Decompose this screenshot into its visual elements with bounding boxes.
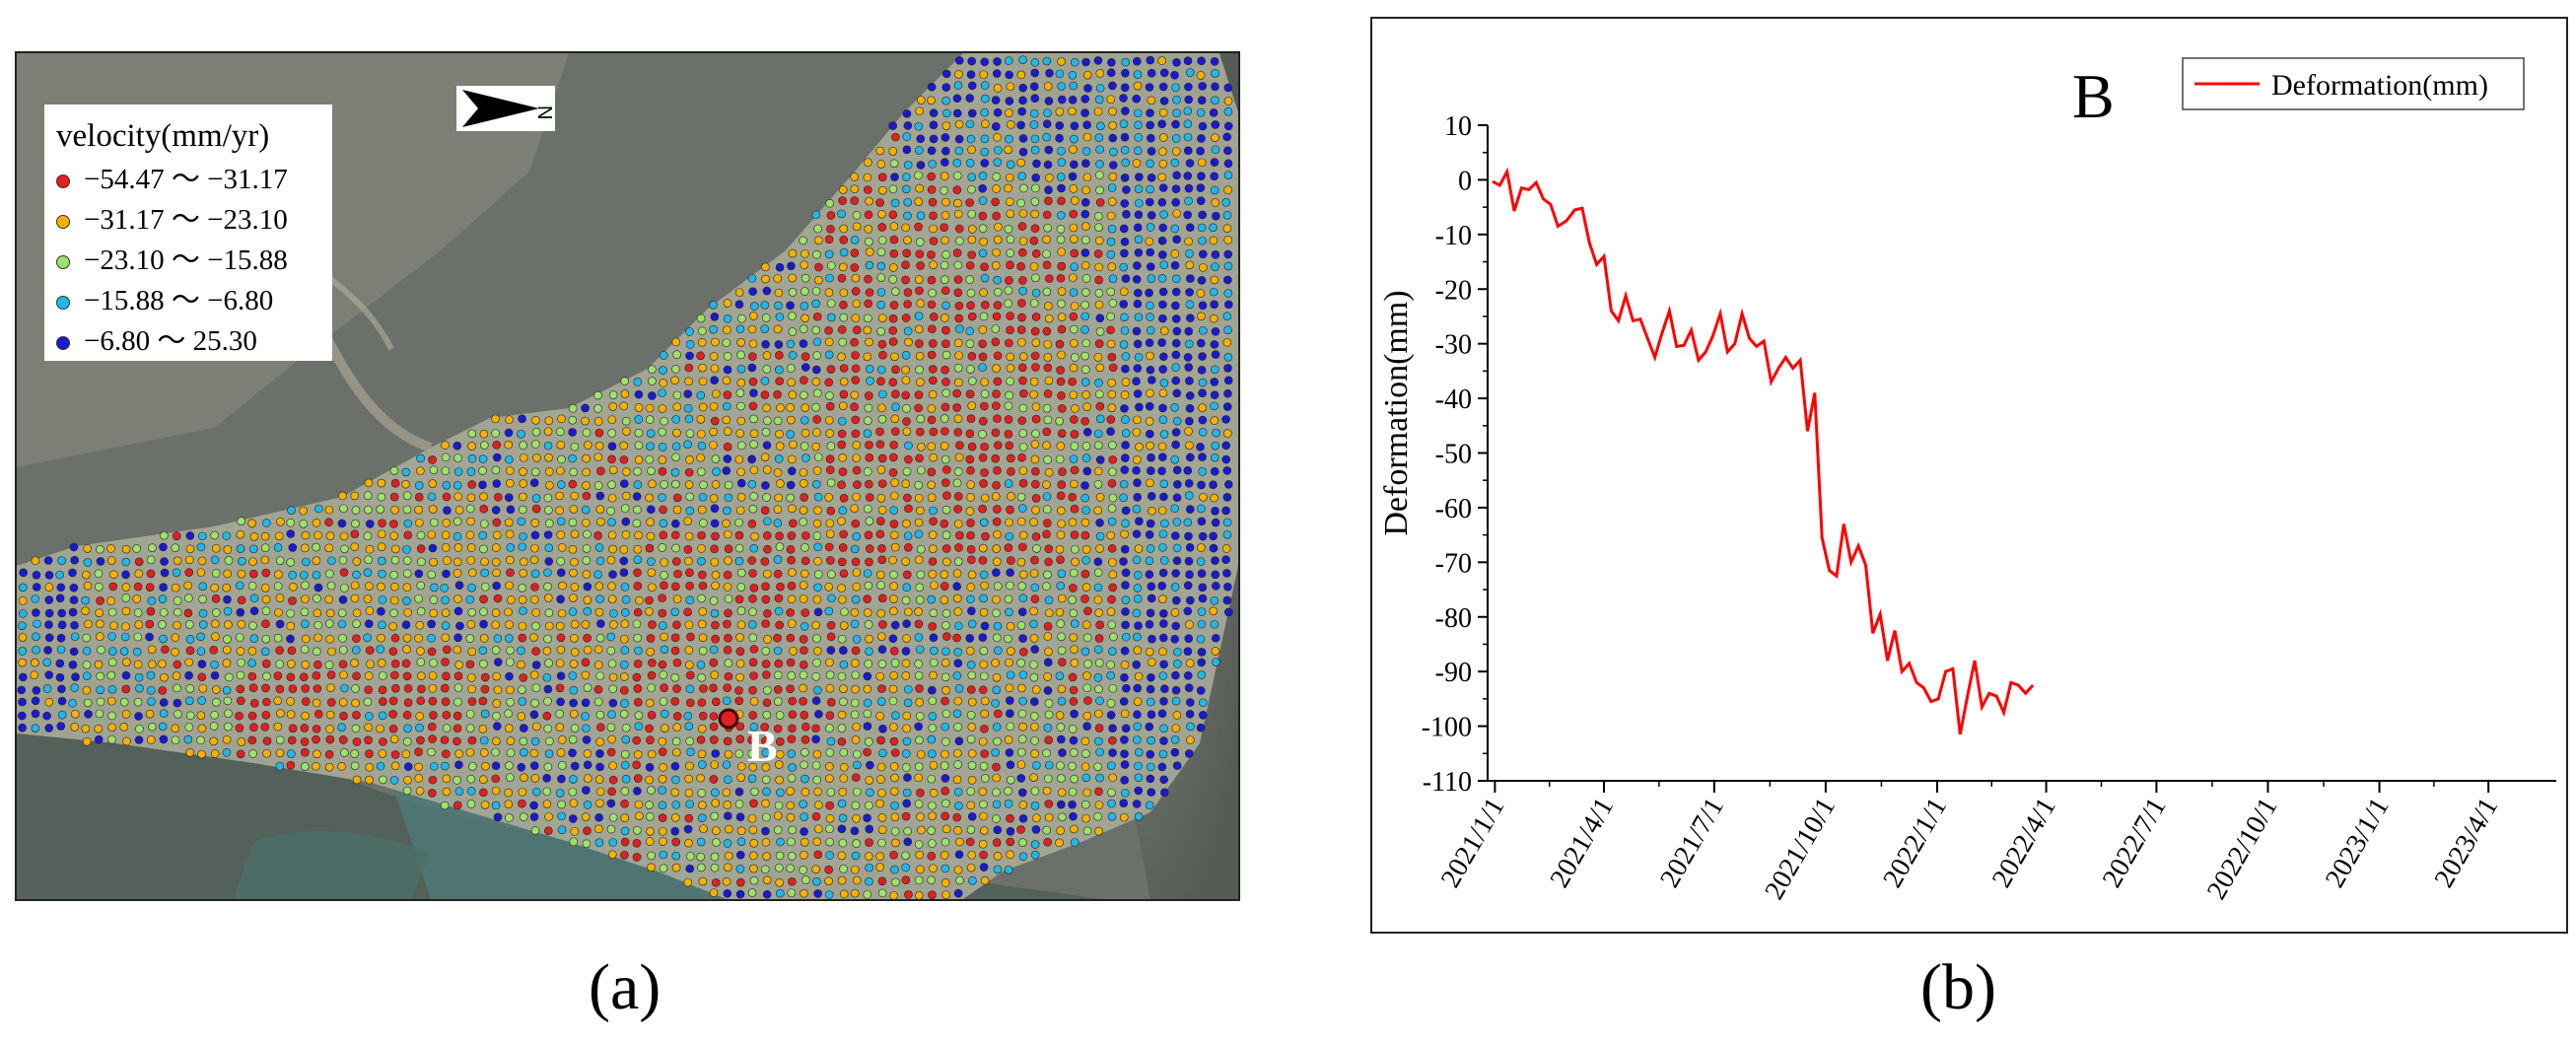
legend-item-label: −23.10 ～ −15.88 [84, 244, 288, 276]
velocity-points [17, 55, 1233, 899]
y-tick-label: -90 [1435, 658, 1472, 688]
y-tick-label: -10 [1435, 221, 1472, 251]
legend-swatch-icon [56, 215, 70, 230]
deformation-chart: 10 0 -10 -20 -30 -40 -50 -60 -70 -80 -90 -100 -110 2… [1378, 57, 2556, 905]
legend-item-label: −6.80 ～ 25.30 [84, 325, 257, 357]
legend-swatch-icon [56, 255, 70, 270]
legend-title: velocity(mm/yr) [56, 118, 270, 154]
point-b-marker [718, 708, 739, 730]
y-tick-label: -80 [1435, 603, 1472, 634]
x-tick-label: 2021/7/1 [1654, 793, 1730, 893]
x-tick-label: 2021/1/1 [1435, 793, 1511, 893]
legend-item: −6.80 ～ 25.30 [56, 321, 322, 362]
y-tick-label: -110 [1423, 767, 1472, 798]
deformation-chart-panel: 10 0 -10 -20 -30 -40 -50 -60 -70 -80 -90 -100 -110 2… [1370, 17, 2568, 934]
legend-item-label: −31.17 ～ −23.10 [84, 204, 288, 236]
legend-item: −23.10 ～ −15.88 [56, 241, 322, 281]
caption-b: (b) [1920, 951, 1996, 1023]
y-tick-label: -50 [1435, 440, 1472, 470]
velocity-map [15, 51, 1240, 901]
legend-swatch-icon [56, 336, 70, 351]
legend-item-label: −54.47 ～ −31.17 [84, 164, 288, 195]
x-tick-label: 2022/4/1 [1986, 793, 2062, 893]
chart-annotation-b: B [2072, 61, 2115, 131]
velocity-legend: velocity(mm/yr) −54.47 ～ −31.17 −31.17 ～ … [44, 105, 332, 361]
y-tick-label: -20 [1435, 275, 1472, 306]
x-tick-label: 2021/4/1 [1544, 793, 1620, 893]
north-letter: N [533, 105, 555, 119]
x-tick-label: 2023/4/1 [2429, 793, 2505, 893]
y-tick-label: 0 [1458, 166, 1472, 196]
x-tick-label: 2021/10/1 [1759, 793, 1842, 905]
x-tick-label: 2022/10/1 [2201, 793, 2284, 905]
north-arrow-icon: N [462, 90, 555, 127]
map-image [17, 53, 1238, 899]
deformation-series-line [1492, 167, 2035, 735]
legend-item: −31.17 ～ −23.10 [56, 200, 322, 241]
y-tick-label: -70 [1435, 548, 1472, 579]
point-b-label: B [747, 721, 778, 771]
y-tick-label: -30 [1435, 330, 1472, 361]
legend-item: −54.47 ～ −31.17 [56, 160, 322, 200]
x-tick-label: 2022/7/1 [2097, 793, 2173, 893]
y-tick-label: -100 [1422, 713, 1472, 743]
legend-swatch-icon [56, 174, 70, 189]
legend-item-label: −15.88 ～ −6.80 [84, 285, 274, 316]
legend-swatch-icon [56, 296, 70, 311]
x-tick-label: 2023/1/1 [2320, 793, 2396, 893]
north-arrow: N [456, 86, 555, 131]
legend-label: Deformation(mm) [2271, 69, 2488, 102]
legend-item: −15.88 ～ −6.80 [56, 281, 322, 321]
chart-legend: Deformation(mm) [2182, 57, 2525, 110]
caption-a: (a) [589, 951, 661, 1023]
y-axis-label: Deformation(mm) [1378, 290, 1415, 535]
y-tick-label: -40 [1435, 384, 1472, 415]
y-tick-label: -60 [1435, 494, 1472, 524]
y-tick-label: 10 [1444, 111, 1472, 142]
x-tick-label: 2022/1/1 [1877, 793, 1953, 893]
